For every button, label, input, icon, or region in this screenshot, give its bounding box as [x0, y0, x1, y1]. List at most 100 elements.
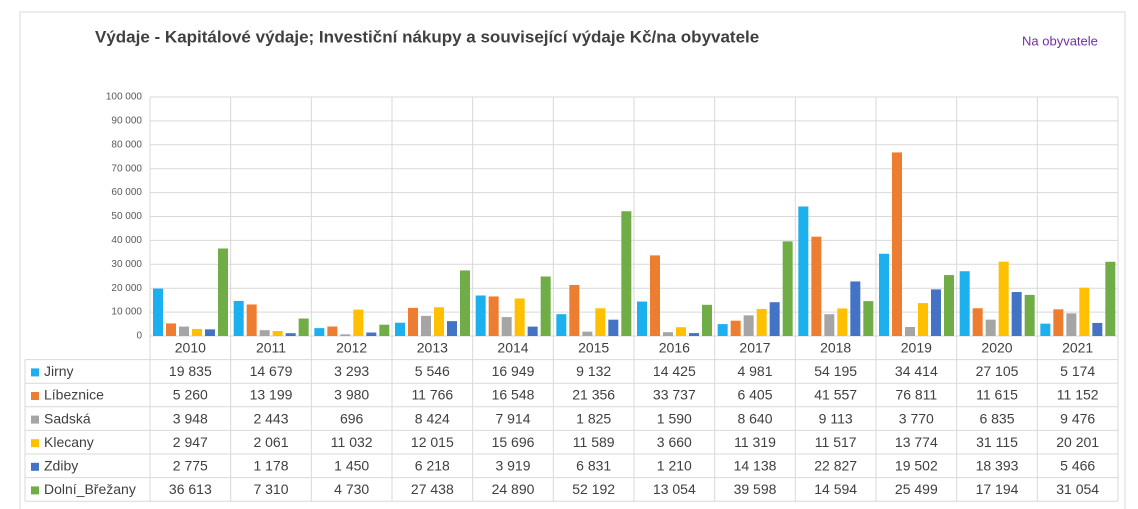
table-value: 21 356: [572, 387, 615, 403]
bar: [379, 324, 390, 336]
bar: [556, 314, 567, 336]
x-category-label: 2020: [981, 340, 1012, 356]
y-tick-label: 100 000: [106, 92, 143, 103]
bar: [421, 315, 431, 336]
bar: [676, 327, 686, 336]
bar: [637, 301, 647, 336]
bar: [918, 303, 928, 336]
table-value: 1 178: [253, 458, 288, 474]
table-value: 6 405: [737, 387, 772, 403]
table-value: 11 319: [734, 434, 776, 450]
bar: [850, 281, 861, 336]
bar: [702, 304, 712, 336]
table-value: 18 393: [976, 458, 1019, 474]
y-tick-label: 80 000: [111, 139, 142, 150]
table-value: 3 770: [899, 410, 934, 426]
table-value: 76 811: [895, 387, 937, 403]
bar: [218, 248, 228, 336]
table-value: 5 466: [1060, 458, 1095, 474]
bar: [353, 309, 364, 336]
bar: [985, 319, 996, 336]
legend-key: [31, 486, 39, 495]
table-value: 5 174: [1060, 363, 1095, 379]
bar: [944, 275, 954, 336]
table-value: 14 138: [734, 458, 777, 474]
table-value: 3 919: [495, 458, 530, 474]
bar: [475, 295, 486, 336]
x-category-label: 2014: [497, 340, 528, 356]
bar: [998, 261, 1009, 336]
table-value: 16 548: [492, 387, 535, 403]
bar: [769, 302, 780, 336]
table-value: 5 260: [173, 387, 208, 403]
bar: [959, 271, 970, 336]
x-category-label: 2012: [336, 340, 367, 356]
table-value: 1 450: [334, 458, 369, 474]
table-value: 27 105: [976, 363, 1019, 379]
legend-label: Klecany: [44, 434, 94, 450]
legend-key: [31, 462, 39, 471]
bar: [1024, 294, 1035, 336]
legend-key: [31, 368, 39, 377]
x-category-label: 2017: [739, 340, 770, 356]
legend-key: [31, 415, 39, 424]
bar: [863, 301, 874, 336]
bar: [879, 253, 889, 336]
bar: [314, 328, 325, 336]
table-value: 9 132: [576, 363, 611, 379]
chart-frame: [19, 11, 1126, 509]
bar: [892, 152, 902, 336]
bar: [1105, 261, 1116, 336]
bar: [179, 326, 189, 336]
bar: [259, 330, 270, 336]
table-value: 13 054: [653, 481, 696, 497]
bar: [340, 334, 351, 336]
table-value: 6 835: [979, 410, 1014, 426]
legend-key: [31, 392, 39, 400]
table-value: 1 590: [657, 410, 692, 426]
table-value: 2 947: [173, 434, 208, 450]
table-value: 13 774: [895, 434, 938, 450]
bar: [689, 333, 699, 336]
y-tick-label: 0: [136, 331, 142, 342]
x-category-label: 2018: [820, 340, 851, 356]
y-tick-label: 20 000: [111, 283, 142, 294]
bar: [153, 288, 163, 336]
x-category-label: 2010: [175, 340, 206, 356]
bar: [650, 255, 660, 336]
bar: [1079, 287, 1090, 336]
y-tick-label: 30 000: [111, 259, 142, 270]
table-value: 39 598: [734, 481, 777, 497]
bar: [608, 319, 619, 336]
table-value: 2 061: [253, 434, 288, 450]
legend-key: [31, 439, 39, 448]
table-value: 14 679: [250, 363, 293, 379]
table-value: 11 589: [573, 434, 615, 450]
y-tick-label: 90 000: [111, 116, 142, 127]
bar: [246, 304, 257, 336]
table-value: 34 414: [895, 363, 938, 379]
bar: [366, 332, 377, 336]
table-value: 14 425: [653, 363, 696, 379]
bar: [972, 308, 983, 336]
table-value: 17 194: [976, 481, 1019, 497]
table-value: 24 890: [492, 481, 535, 497]
y-tick-label: 70 000: [111, 163, 142, 174]
bar: [824, 314, 835, 336]
bar: [434, 307, 444, 336]
table-value: 33 737: [653, 387, 696, 403]
bar: [811, 236, 822, 336]
table-value: 6 218: [415, 458, 450, 474]
table-value: 36 613: [169, 481, 212, 497]
table-value: 4 730: [334, 481, 369, 497]
table-value: 3 948: [173, 410, 208, 426]
table-value: 2 443: [253, 410, 288, 426]
bar: [540, 276, 551, 336]
table-value: 14 594: [814, 481, 857, 497]
table-value: 1 210: [657, 458, 692, 474]
bar: [663, 332, 673, 336]
table-value: 20 201: [1056, 434, 1099, 450]
table-value: 8 640: [737, 410, 772, 426]
legend-label: Líbeznice: [44, 387, 104, 403]
